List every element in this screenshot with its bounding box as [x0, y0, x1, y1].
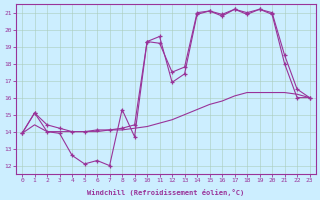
X-axis label: Windchill (Refroidissement éolien,°C): Windchill (Refroidissement éolien,°C)	[87, 189, 244, 196]
